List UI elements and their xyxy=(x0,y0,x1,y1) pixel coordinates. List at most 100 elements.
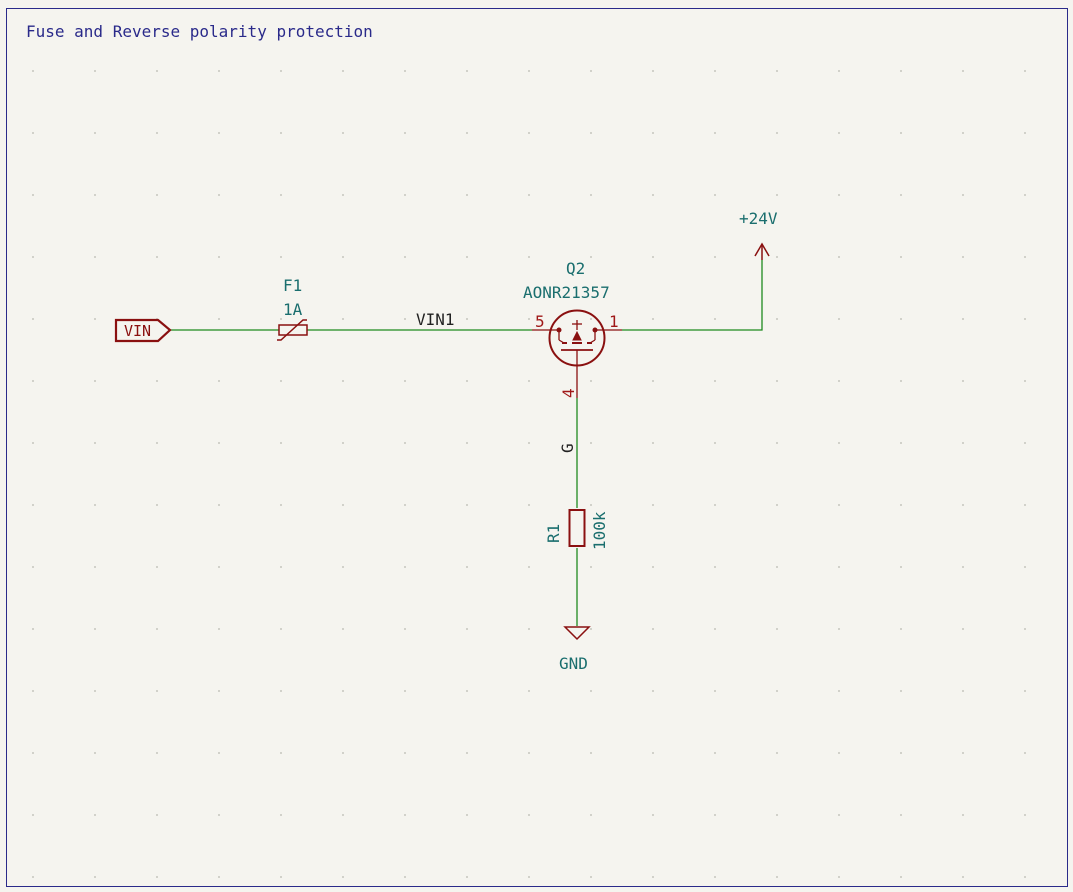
grid-dot xyxy=(280,876,282,878)
grid-dot xyxy=(838,194,840,196)
grid-dot xyxy=(590,504,592,506)
resistor-r1[interactable]: R1 100k xyxy=(544,509,609,550)
grid-dot xyxy=(838,70,840,72)
grid-dot xyxy=(32,70,34,72)
grid-dot xyxy=(466,318,468,320)
grid-dot xyxy=(1024,256,1026,258)
grid-dot xyxy=(900,814,902,816)
grid-dot xyxy=(94,814,96,816)
grid-dot xyxy=(218,690,220,692)
mosfet-pin-bottom-number: 4 xyxy=(559,388,578,398)
grid-dot xyxy=(342,628,344,630)
grid-dot xyxy=(652,380,654,382)
fuse-pptc-slash xyxy=(277,319,307,341)
grid-dot xyxy=(776,752,778,754)
grid-dot xyxy=(590,752,592,754)
mosfet-pin-right-number: 1 xyxy=(609,312,619,331)
grid-dot xyxy=(962,380,964,382)
grid-dot xyxy=(962,876,964,878)
grid-dot xyxy=(714,132,716,134)
net-label-vin1[interactable]: VIN1 xyxy=(416,310,455,329)
grid-dot xyxy=(404,876,406,878)
grid-dot xyxy=(900,256,902,258)
grid-dot xyxy=(32,628,34,630)
mosfet-pin-left-number: 5 xyxy=(535,312,545,331)
grid-dot xyxy=(528,566,530,568)
grid-dot xyxy=(218,442,220,444)
mosfet-junction-left xyxy=(556,327,562,333)
grid-dot xyxy=(528,876,530,878)
grid-dot xyxy=(156,876,158,878)
sheet-border xyxy=(6,8,1068,887)
power-24v[interactable]: +24V xyxy=(739,209,778,260)
mosfet-q2[interactable]: Q2 AONR21357 5 1 4 xyxy=(523,259,622,398)
resistor-body xyxy=(568,509,586,547)
grid-dot xyxy=(838,566,840,568)
fuse-f1[interactable]: F1 1A xyxy=(277,276,308,341)
grid-dot xyxy=(32,194,34,196)
grid-dot xyxy=(218,628,220,630)
grid-dot xyxy=(342,690,344,692)
ground-symbol[interactable]: GND xyxy=(559,626,591,673)
grid-dot xyxy=(342,132,344,134)
grid-dot xyxy=(652,442,654,444)
grid-dot xyxy=(342,194,344,196)
grid-dot xyxy=(528,814,530,816)
grid-dot xyxy=(218,504,220,506)
grid-dot xyxy=(776,814,778,816)
grid-dot xyxy=(94,566,96,568)
grid-dot xyxy=(776,70,778,72)
grid-dot xyxy=(218,566,220,568)
grid-dot xyxy=(1024,318,1026,320)
fuse-reference: F1 xyxy=(283,276,302,295)
grid-dot xyxy=(466,628,468,630)
grid-dot xyxy=(342,814,344,816)
grid-dot xyxy=(528,194,530,196)
grid-dot xyxy=(714,628,716,630)
power-24v-label: +24V xyxy=(739,209,778,228)
grid-dot xyxy=(1024,752,1026,754)
grid-dot xyxy=(590,194,592,196)
grid-dot xyxy=(280,442,282,444)
grid-dot xyxy=(776,690,778,692)
grid-dot xyxy=(218,256,220,258)
grid-dot xyxy=(1024,70,1026,72)
grid-dot xyxy=(94,256,96,258)
grid-dot xyxy=(590,566,592,568)
grid-dot xyxy=(962,256,964,258)
grid-dot xyxy=(714,690,716,692)
grid-dot xyxy=(900,194,902,196)
grid-dot xyxy=(962,504,964,506)
mosfet-arrow xyxy=(572,330,582,341)
vin-port-outline xyxy=(114,318,172,343)
grid-dot xyxy=(900,504,902,506)
grid-dot xyxy=(590,318,592,320)
grid-dot xyxy=(1024,132,1026,134)
net-label-gate[interactable]: G xyxy=(558,443,577,453)
grid-dot xyxy=(342,752,344,754)
grid-dot xyxy=(280,194,282,196)
grid-dot xyxy=(590,814,592,816)
vin-port[interactable]: VIN xyxy=(114,318,172,343)
resistor-value: 100k xyxy=(590,511,609,550)
grid-dot xyxy=(342,70,344,72)
grid-dot xyxy=(962,814,964,816)
wires[interactable] xyxy=(170,260,763,626)
grid-dot xyxy=(156,566,158,568)
mosfet-reference: Q2 xyxy=(566,259,585,278)
wire-mosfet-to-24v[interactable] xyxy=(622,260,763,331)
grid-dot xyxy=(156,504,158,506)
grid-dot xyxy=(714,318,716,320)
grid-dot xyxy=(156,752,158,754)
grid-dot xyxy=(652,504,654,506)
grid-dot xyxy=(1024,194,1026,196)
grid-dot xyxy=(466,690,468,692)
grid-dot xyxy=(1024,442,1026,444)
grid-dot xyxy=(156,690,158,692)
grid-dot xyxy=(900,380,902,382)
grid-dot xyxy=(466,566,468,568)
grid-dot xyxy=(466,752,468,754)
grid-dot xyxy=(590,380,592,382)
grid-dot xyxy=(156,132,158,134)
grid-dot xyxy=(280,690,282,692)
